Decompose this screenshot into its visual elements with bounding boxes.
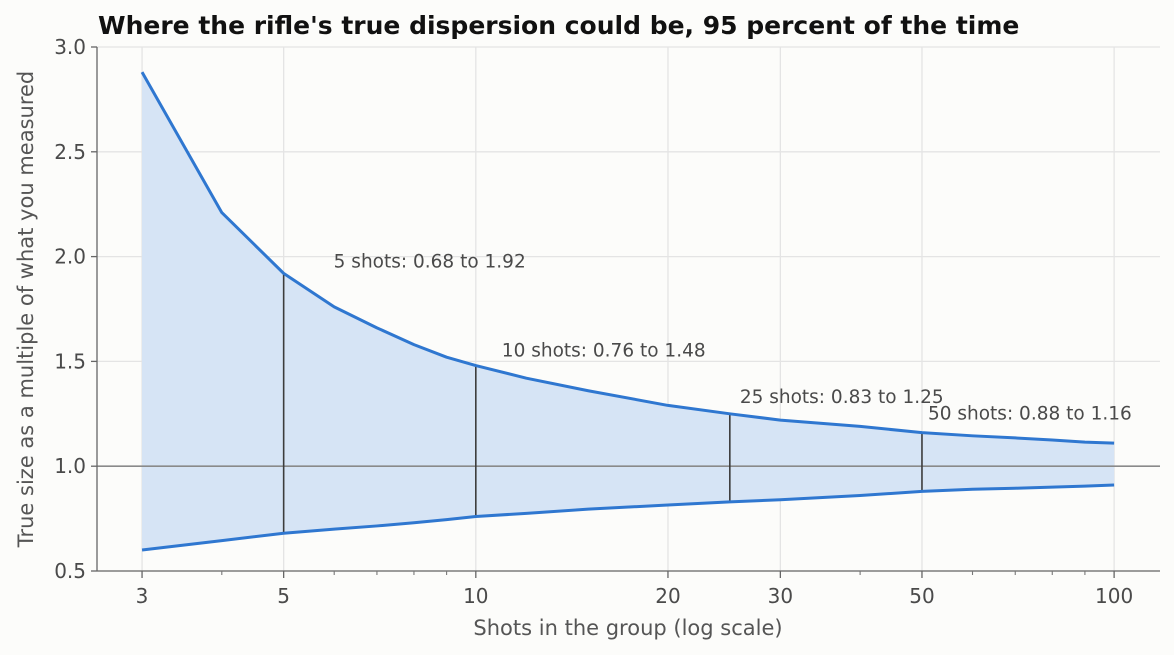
y-axis-label: True size as a multiple of what you meas… xyxy=(14,71,38,549)
x-tick-label: 30 xyxy=(768,584,793,608)
y-tick-label: 2.0 xyxy=(54,245,86,269)
x-axis-label: Shots in the group (log scale) xyxy=(473,616,782,640)
x-tick-label: 10 xyxy=(463,584,488,608)
y-tick-label: 0.5 xyxy=(54,559,86,583)
y-tick-label: 1.0 xyxy=(54,454,86,478)
x-tick-label: 3 xyxy=(136,584,149,608)
y-tick-label: 1.5 xyxy=(54,349,86,373)
y-tick-label: 2.5 xyxy=(54,140,86,164)
upper-bound-line xyxy=(140,71,1115,445)
annotation-label: 50 shots: 0.88 to 1.16 xyxy=(928,404,1132,425)
x-tick-label: 50 xyxy=(909,584,934,608)
annotation-label: 10 shots: 0.76 to 1.48 xyxy=(502,341,706,362)
annotation-label: 5 shots: 0.68 to 1.92 xyxy=(334,251,526,272)
x-tick-label: 100 xyxy=(1095,584,1133,608)
confidence-band xyxy=(142,72,1115,551)
annotation-label: 25 shots: 0.83 to 1.25 xyxy=(740,387,944,408)
x-tick-label: 20 xyxy=(655,584,680,608)
x-tick-label: 5 xyxy=(277,584,290,608)
chart-title: Where the rifle's true dispersion could … xyxy=(98,11,1019,40)
y-tick-label: 3.0 xyxy=(54,35,86,59)
lower-bound-line xyxy=(141,483,1115,552)
